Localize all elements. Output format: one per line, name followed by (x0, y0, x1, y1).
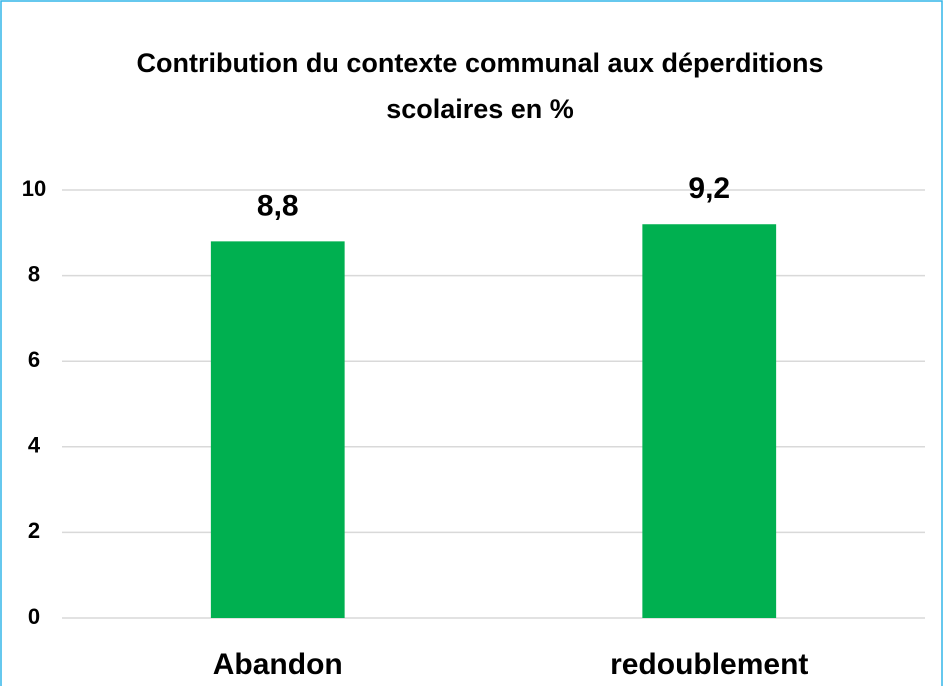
x-tick-label: Abandon (213, 648, 343, 681)
y-tick-label: 6 (28, 347, 40, 372)
y-tick-label: 0 (28, 604, 40, 629)
bar (210, 241, 345, 619)
y-tick-label: 10 (22, 176, 46, 201)
value-label: 8,8 (257, 189, 299, 222)
chart-title: Contribution du contexte communal aux dé… (136, 48, 824, 124)
y-tick-label: 2 (28, 518, 40, 543)
y-tick-label: 4 (28, 433, 41, 458)
bar (642, 224, 777, 619)
x-tick-label: redoublement (610, 648, 808, 681)
y-tick-label: 8 (28, 261, 40, 286)
value-label: 9,2 (688, 172, 730, 205)
